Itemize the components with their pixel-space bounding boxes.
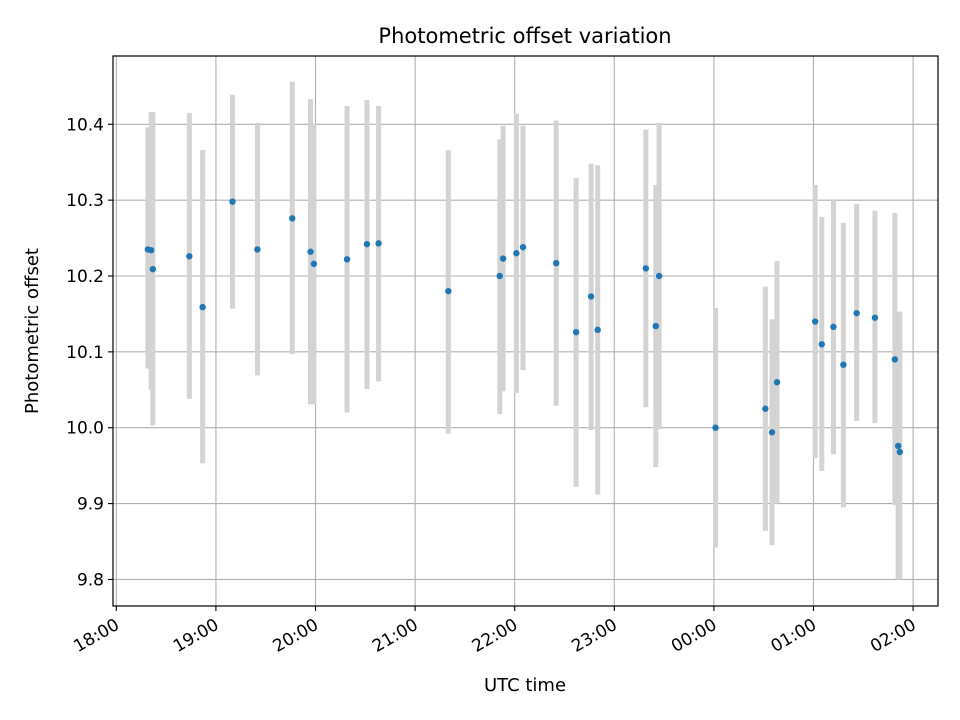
data-point — [254, 246, 261, 253]
data-point — [773, 379, 781, 386]
data-point — [818, 341, 826, 348]
data-point — [147, 247, 155, 254]
data-point — [871, 314, 879, 321]
data-point — [891, 356, 899, 363]
data-points — [144, 198, 904, 456]
y-tick-label: 10.2 — [66, 267, 104, 287]
data-point — [830, 323, 837, 331]
data-point — [343, 256, 351, 263]
data-point — [199, 303, 206, 311]
data-point — [894, 442, 902, 450]
data-point — [499, 255, 507, 262]
data-point — [652, 322, 660, 330]
data-point — [289, 215, 296, 222]
y-tick-label: 10.3 — [66, 191, 104, 211]
data-point — [811, 318, 819, 325]
data-point — [496, 272, 503, 280]
data-point — [553, 259, 560, 267]
y-axis-title: Photometric offset — [22, 248, 43, 414]
data-point — [307, 248, 314, 255]
data-point — [513, 250, 520, 257]
data-point — [840, 361, 847, 368]
chart-title: Photometric offset variation — [378, 24, 671, 48]
data-point — [712, 424, 719, 431]
data-point — [363, 240, 371, 248]
data-point — [642, 265, 650, 272]
y-tick-label: 10.0 — [66, 419, 104, 439]
data-point — [519, 243, 527, 251]
plot-frame — [112, 55, 939, 607]
data-point — [186, 253, 193, 260]
data-point — [896, 448, 904, 456]
data-point — [375, 240, 382, 247]
y-tick-label: 10.1 — [66, 343, 104, 363]
data-point — [587, 293, 595, 300]
x-axis-title: UTC time — [484, 675, 566, 696]
data-point — [655, 272, 663, 280]
data-point — [768, 429, 776, 436]
y-tick-label: 9.9 — [77, 495, 104, 515]
data-point — [229, 198, 236, 205]
data-point — [762, 405, 769, 412]
data-point — [149, 265, 157, 273]
data-point — [310, 260, 318, 268]
data-point — [572, 328, 580, 336]
data-point — [853, 309, 860, 317]
y-tick-label: 9.8 — [77, 570, 104, 590]
y-tick-label: 10.4 — [66, 115, 104, 135]
data-point — [594, 326, 601, 334]
data-point — [445, 287, 452, 295]
